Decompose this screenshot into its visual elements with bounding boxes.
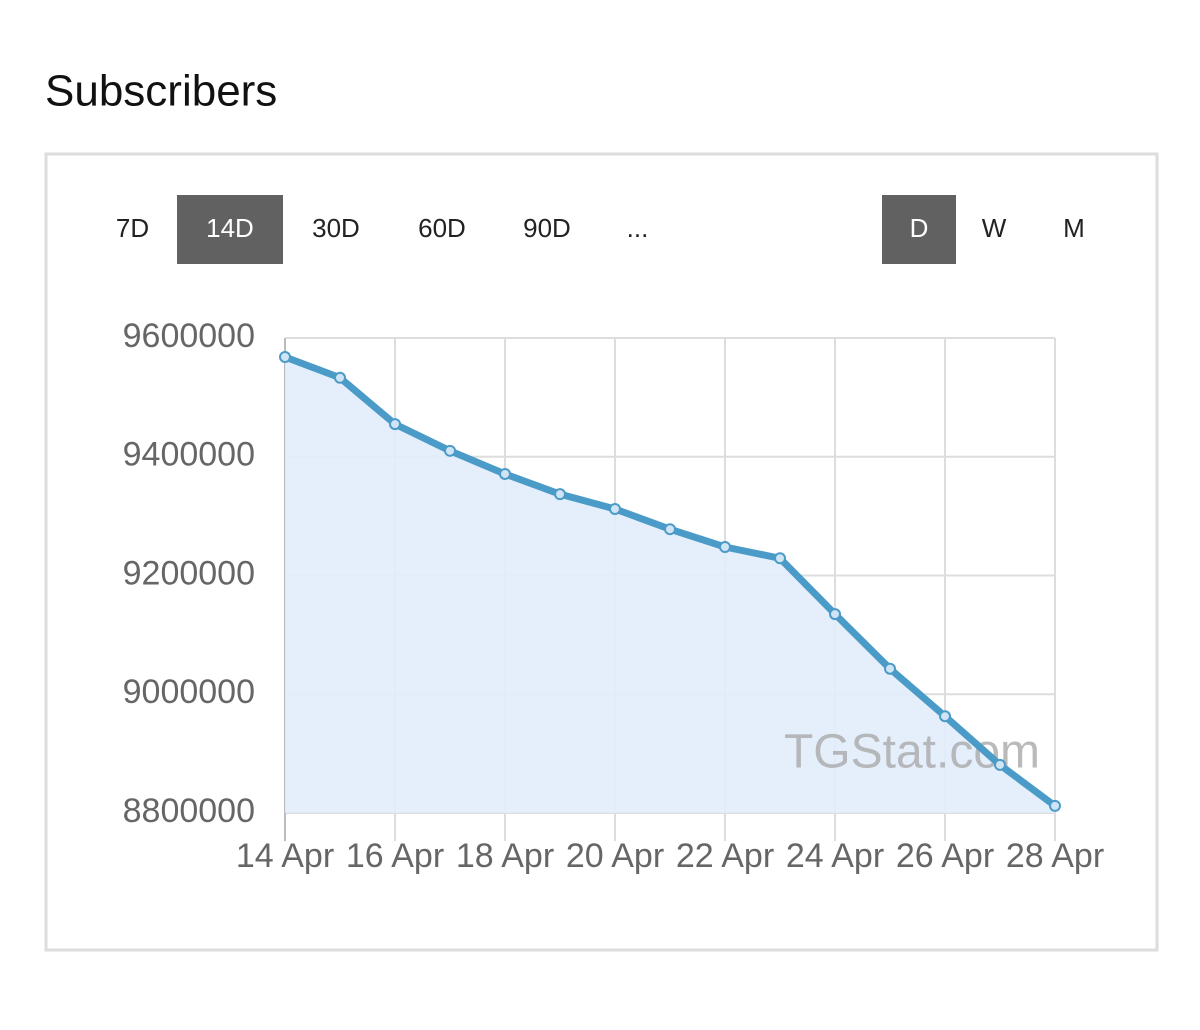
watermark: TGStat.com [784, 726, 1040, 779]
area-fill [285, 357, 1055, 813]
period-button[interactable]: 14D [206, 213, 254, 243]
section-title: Subscribers [45, 67, 277, 116]
x-tick-label: 20 Apr [566, 837, 664, 875]
point [279, 351, 291, 363]
x-tick-label: 16 Apr [346, 837, 444, 875]
interval-button[interactable]: W [982, 213, 1007, 243]
point [774, 552, 786, 565]
period-button[interactable]: ... [627, 213, 649, 243]
x-tick-label: 26 Apr [896, 837, 994, 875]
point [939, 710, 951, 723]
period-button[interactable]: 60D [418, 213, 466, 243]
point [884, 662, 896, 675]
period-button[interactable]: 7D [116, 213, 149, 243]
point [719, 541, 731, 553]
point [389, 418, 401, 431]
point [994, 758, 1006, 771]
x-tick-label: 18 Apr [456, 837, 554, 875]
x-tick-label: 22 Apr [676, 837, 774, 875]
point [829, 608, 841, 621]
point [554, 488, 566, 501]
period-button-bg [177, 195, 283, 264]
point [334, 371, 346, 384]
point [664, 523, 676, 536]
y-tick-label: 8800000 [123, 792, 255, 830]
period-button[interactable]: 90D [523, 213, 571, 243]
y-tick-label: 9200000 [123, 554, 255, 592]
y-tick-label: 9600000 [123, 317, 255, 355]
period-button[interactable]: 30D [312, 213, 360, 243]
point [1049, 799, 1061, 812]
interval-button[interactable]: M [1063, 213, 1085, 243]
point [499, 467, 511, 480]
interval-button[interactable]: D [910, 213, 929, 243]
point [609, 503, 621, 515]
interval-button-bg [882, 195, 956, 264]
x-tick-label: 14 Apr [236, 837, 334, 875]
x-tick-label: 28 Apr [1006, 837, 1104, 875]
y-tick-label: 9400000 [123, 436, 255, 474]
y-tick-label: 9000000 [123, 673, 255, 711]
x-tick-label: 24 Apr [786, 837, 884, 875]
point [444, 444, 456, 457]
